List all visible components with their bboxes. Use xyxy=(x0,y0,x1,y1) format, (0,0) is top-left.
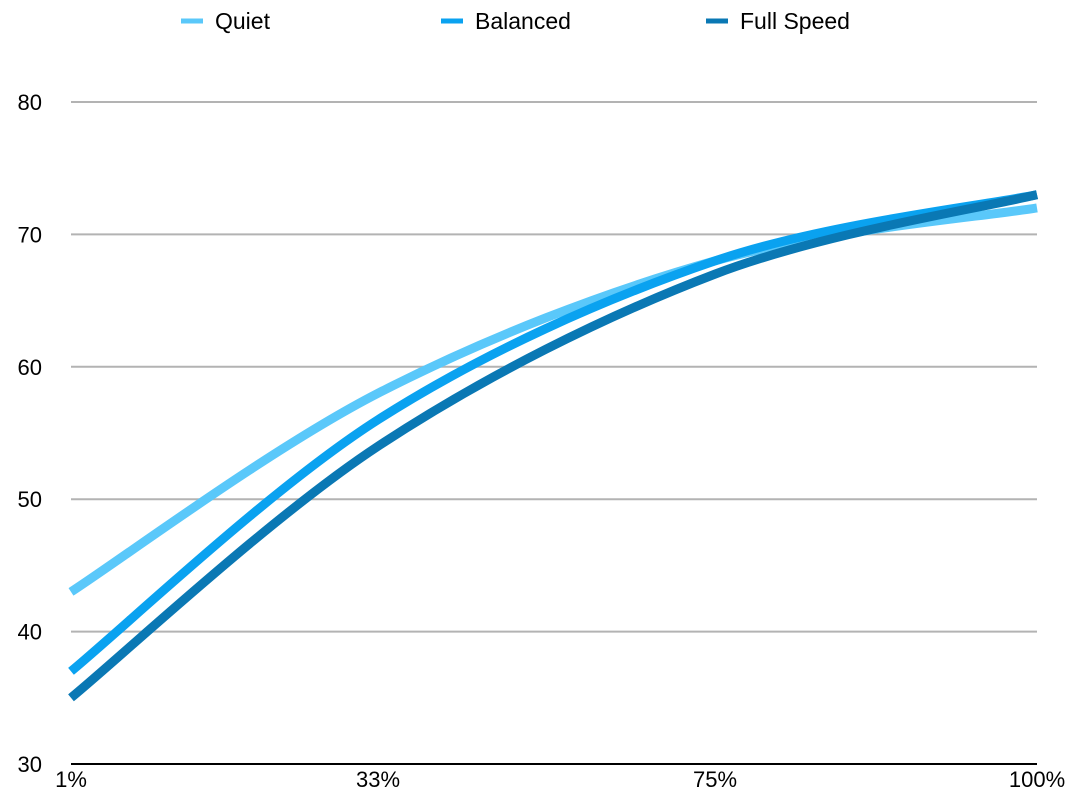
series-line-full-speed xyxy=(68,190,1039,702)
series-lines xyxy=(68,190,1039,702)
x-tick-label: 75% xyxy=(693,767,737,792)
y-axis-tick-labels: 30 40 50 60 70 80 xyxy=(18,90,42,777)
x-tick-label: 100% xyxy=(1009,767,1065,792)
legend: Quiet Balanced Full Speed xyxy=(181,8,850,34)
legend-label-quiet: Quiet xyxy=(215,8,271,34)
y-tick-label: 50 xyxy=(18,487,42,512)
y-tick-label: 60 xyxy=(18,355,42,380)
gridlines xyxy=(71,101,1037,633)
y-tick-label: 40 xyxy=(18,620,42,645)
y-tick-label: 80 xyxy=(18,90,42,115)
series-line-quiet xyxy=(68,203,1038,596)
y-tick-label: 30 xyxy=(18,752,42,777)
legend-label-full-speed: Full Speed xyxy=(740,8,850,34)
y-tick-label: 70 xyxy=(18,222,42,247)
x-tick-label: 1% xyxy=(55,767,87,792)
x-tick-label: 33% xyxy=(356,767,400,792)
x-axis-tick-labels: 1% 33% 75% 100% xyxy=(55,767,1065,792)
series-line-balanced xyxy=(68,190,1038,675)
legend-label-balanced: Balanced xyxy=(475,8,571,34)
